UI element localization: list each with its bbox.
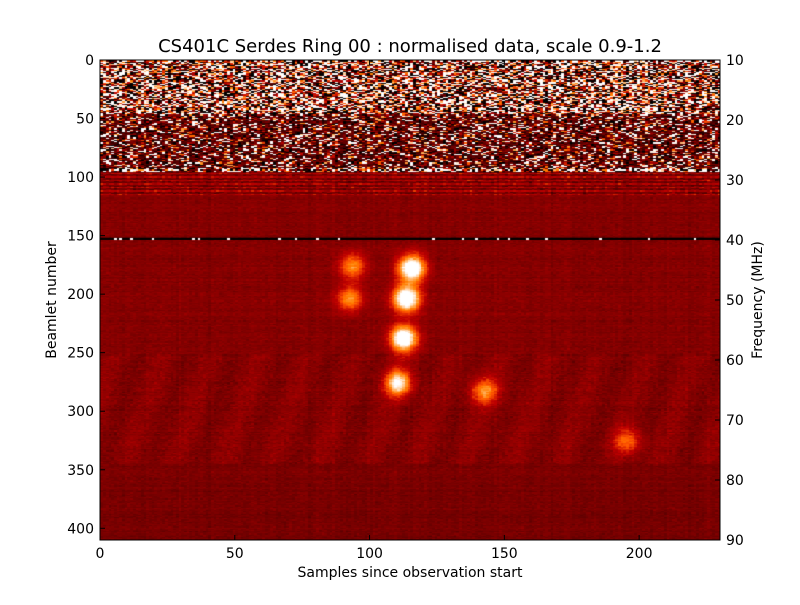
x-axis-label: Samples since observation start xyxy=(298,565,523,581)
heatmap-area xyxy=(100,60,720,540)
y-tick-label: 400 xyxy=(67,521,94,537)
x-tick-label: 50 xyxy=(226,546,244,562)
y2-tick-label: 80 xyxy=(726,473,744,489)
y-tick-label: 50 xyxy=(76,112,94,128)
y-axis-ticks: 0 50 100 150 200 250 300 350 400 xyxy=(67,53,105,537)
x-tick-label: 0 xyxy=(96,546,105,562)
y-tick-label: 200 xyxy=(67,287,94,303)
y2-tick-label: 20 xyxy=(726,113,744,129)
y2-tick-label: 10 xyxy=(726,53,744,69)
y2-tick-label: 60 xyxy=(726,353,744,369)
chart-title: CS401C Serdes Ring 00 : normalised data,… xyxy=(158,36,662,57)
x-tick-label: 200 xyxy=(626,546,653,562)
x-axis-ticks: 0 50 100 150 200 xyxy=(96,60,653,562)
y2-axis-ticks: 10 20 30 40 50 60 70 80 90 xyxy=(715,53,744,549)
y-tick-label: 250 xyxy=(67,346,94,362)
y2-tick-label: 50 xyxy=(726,293,744,309)
plot-frame xyxy=(99,59,721,541)
y-tick-label: 100 xyxy=(67,170,94,186)
y-tick-label: 0 xyxy=(85,53,94,69)
y2-tick-label: 30 xyxy=(726,173,744,189)
y-axis-label: Beamlet number xyxy=(44,241,60,359)
y2-tick-label: 70 xyxy=(726,413,744,429)
y2-tick-label: 90 xyxy=(726,533,744,549)
x-tick-label: 150 xyxy=(491,546,518,562)
y2-axis-label: Frequency (MHz) xyxy=(750,241,766,359)
y2-tick-label: 40 xyxy=(726,233,744,249)
x-tick-label: 100 xyxy=(356,546,383,562)
heatmap-canvas xyxy=(100,60,720,540)
y-tick-label: 150 xyxy=(67,229,94,245)
heatmap-container xyxy=(100,60,720,540)
y-tick-label: 350 xyxy=(67,463,94,479)
y-tick-label: 300 xyxy=(67,404,94,420)
